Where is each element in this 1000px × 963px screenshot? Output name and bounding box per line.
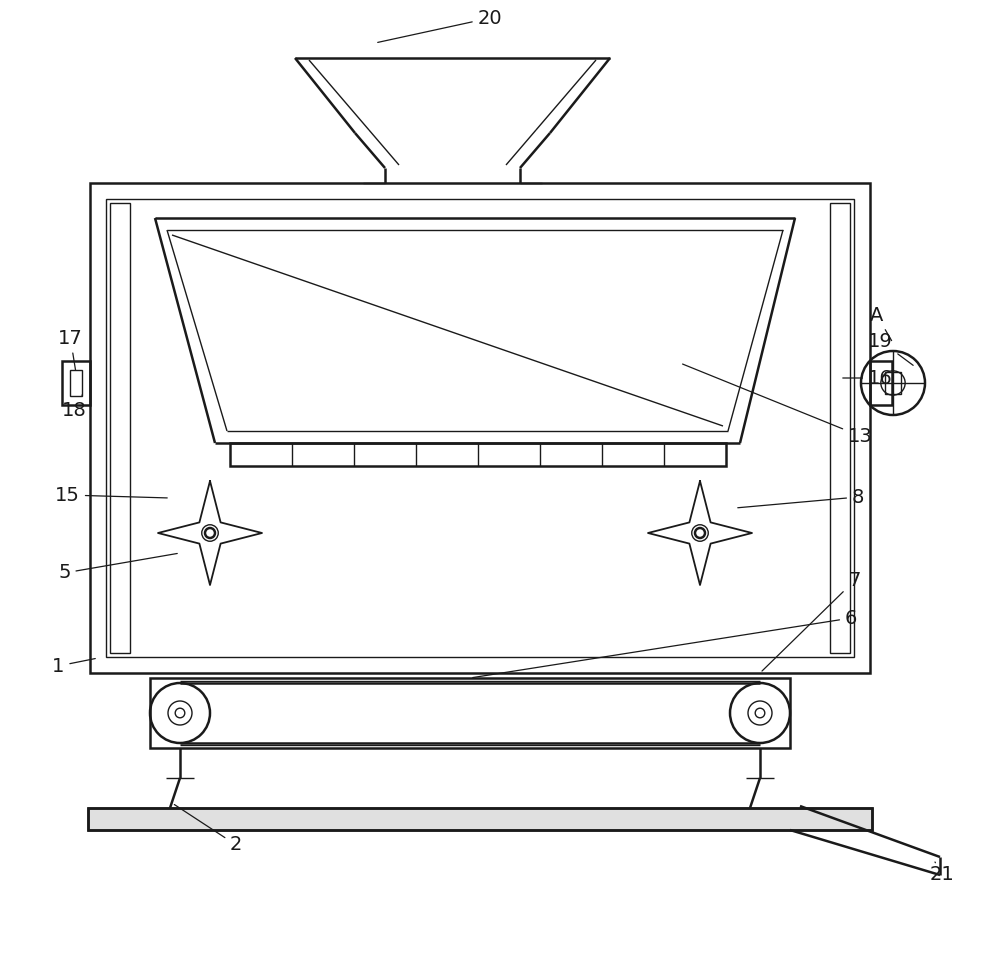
Bar [830,203,850,653]
Text: 8: 8 [738,487,864,508]
Text: 2: 2 [174,804,242,854]
Bar [230,443,726,466]
Bar [150,678,790,748]
Text: A: A [870,305,892,341]
Text: 17: 17 [58,328,83,370]
Text: 15: 15 [55,485,167,505]
Text: 16: 16 [843,369,893,387]
Text: 13: 13 [683,364,873,446]
Bar [885,372,901,394]
Text: 19: 19 [868,331,913,365]
Bar [106,199,854,657]
Text: 21: 21 [930,862,955,884]
Bar [62,361,90,405]
Text: 18: 18 [62,395,87,420]
Bar [88,808,872,830]
Text: 20: 20 [378,9,502,42]
Text: 6: 6 [473,609,857,678]
Text: 7: 7 [762,571,860,671]
Bar [88,808,872,830]
Bar [110,203,130,653]
Bar [870,361,892,405]
Bar [90,183,870,673]
Text: 1: 1 [52,657,95,675]
Bar [70,370,82,396]
Text: 5: 5 [58,554,177,583]
